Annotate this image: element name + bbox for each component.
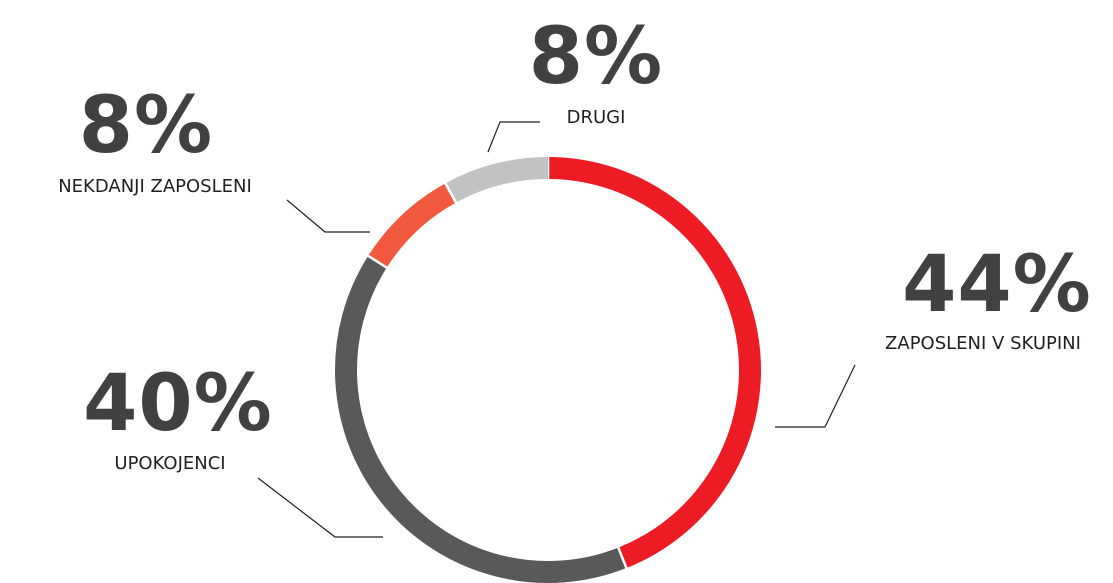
segment-separator bbox=[366, 254, 389, 270]
leader-line bbox=[775, 364, 856, 428]
leader-line bbox=[487, 121, 540, 153]
donut-segment bbox=[368, 183, 457, 268]
percent-label: 8% bbox=[79, 81, 213, 171]
donut-segment bbox=[445, 157, 549, 203]
category-label: ZAPOSLENI V SKUPINI bbox=[885, 333, 1081, 354]
donut-segment bbox=[547, 157, 761, 569]
segment-separator bbox=[443, 181, 458, 205]
category-label: NEKDANJI ZAPOSLENI bbox=[58, 176, 252, 197]
leader-line bbox=[257, 477, 383, 538]
leader-line bbox=[286, 199, 370, 233]
percent-label: 8% bbox=[529, 12, 663, 102]
category-label: DRUGI bbox=[567, 107, 626, 128]
category-label: UPOKOJENCI bbox=[114, 453, 225, 474]
donut-segment bbox=[335, 255, 627, 583]
segment-separator bbox=[616, 546, 628, 570]
percent-label: 44% bbox=[902, 240, 1092, 330]
percent-label: 40% bbox=[83, 359, 273, 449]
